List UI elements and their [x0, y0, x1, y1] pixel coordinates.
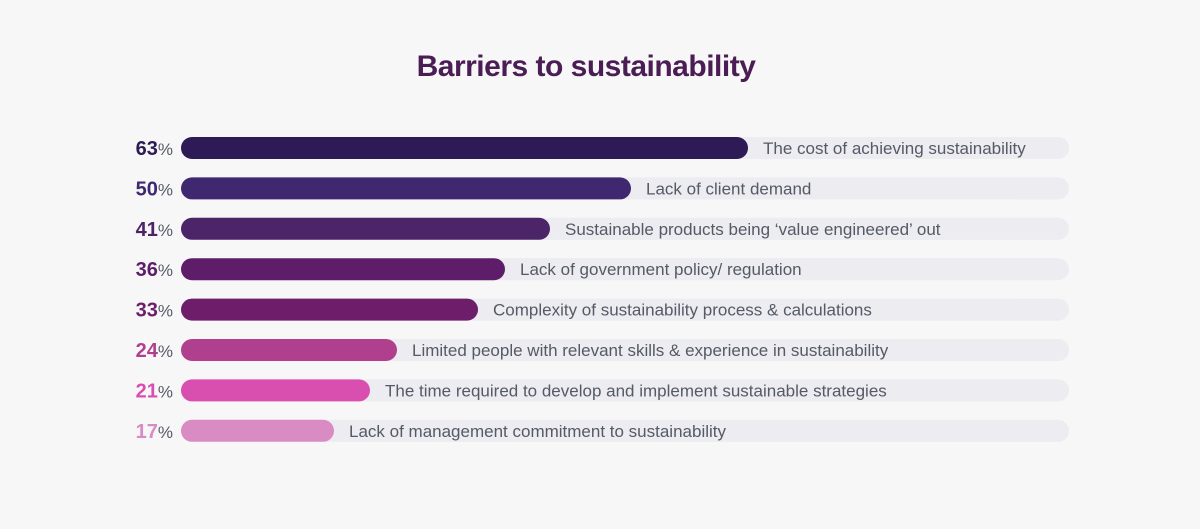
data-label: 41% [136, 219, 173, 241]
bar-track [181, 419, 1069, 442]
data-label: 63% [136, 138, 173, 160]
bar [181, 339, 397, 361]
data-label: 36% [136, 259, 173, 281]
category-label: The time required to develop and impleme… [385, 381, 887, 400]
bar [181, 217, 550, 240]
category-label: The cost of achieving sustainability [763, 139, 1026, 158]
data-label: 21% [136, 380, 173, 402]
bar-track [181, 339, 1069, 361]
category-label: Limited people with relevant skills & ex… [412, 341, 889, 360]
category-label: Lack of government policy/ regulation [520, 260, 802, 279]
bar [181, 137, 748, 159]
bar [181, 298, 478, 321]
bar [181, 177, 631, 200]
data-label: 33% [136, 300, 173, 322]
bar [181, 379, 370, 402]
data-label: 17% [136, 421, 173, 443]
chart-title: Barriers to sustainability [416, 50, 756, 83]
category-label: Lack of client demand [646, 179, 811, 198]
bar-track [181, 379, 1069, 402]
category-label: Sustainable products being ‘value engine… [565, 220, 941, 239]
data-label: 50% [136, 178, 173, 200]
bar [181, 419, 334, 442]
data-label: 24% [136, 340, 173, 362]
bar [181, 258, 505, 281]
category-label: Lack of management commitment to sustain… [349, 422, 727, 441]
category-label: Complexity of sustainability process & c… [493, 301, 872, 320]
